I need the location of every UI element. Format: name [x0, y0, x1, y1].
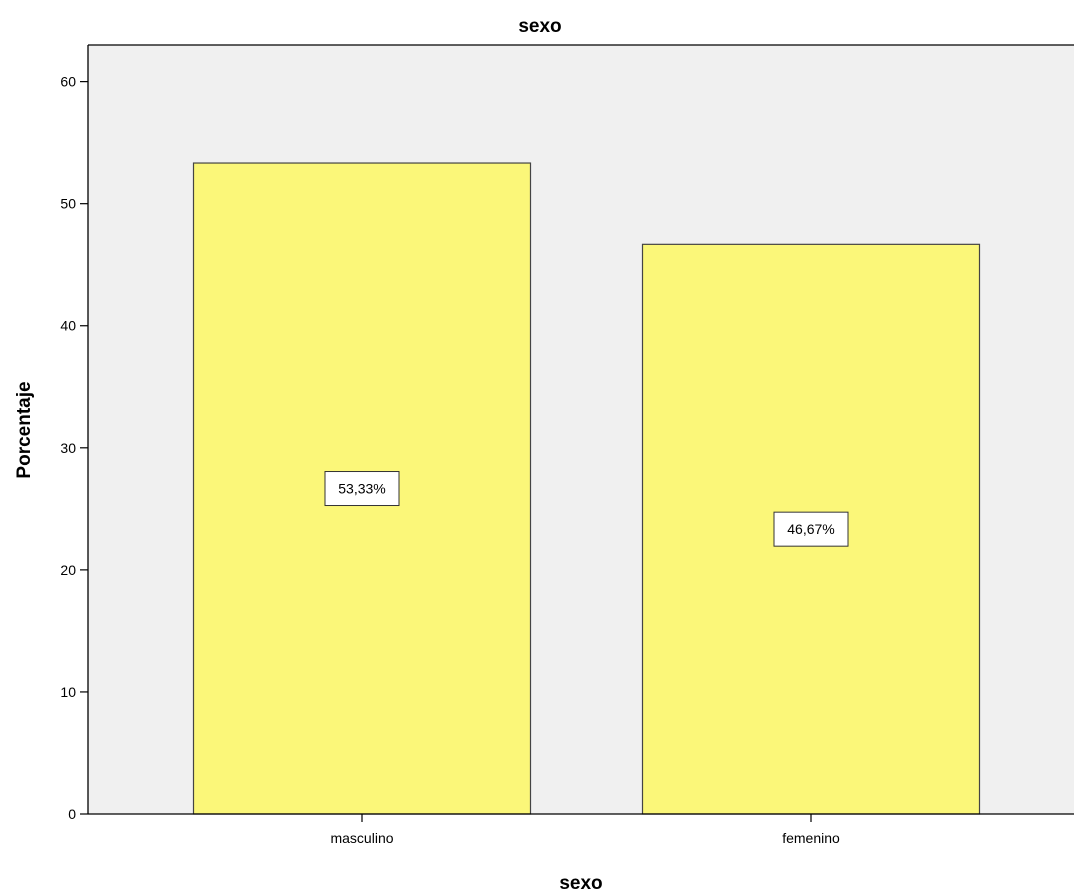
- data-label: 53,33%: [338, 481, 385, 497]
- y-tick-label: 60: [60, 74, 76, 90]
- y-tick-label: 0: [68, 806, 76, 822]
- y-ticks-layer: 0 10 20 30 40 50 60: [60, 74, 88, 822]
- x-ticks-layer: masculino femenino: [330, 814, 840, 846]
- data-label: 46,67%: [787, 521, 834, 537]
- y-tick-label: 10: [60, 684, 76, 700]
- x-tick-label: masculino: [330, 830, 393, 846]
- chart-title: sexo: [518, 16, 561, 37]
- y-tick-label: 50: [60, 196, 76, 212]
- y-tick-label: 20: [60, 562, 76, 578]
- data-labels-layer: 53,33% 46,67%: [324, 471, 849, 547]
- data-label-box: [773, 511, 849, 547]
- y-tick-label: 40: [60, 318, 76, 334]
- x-tick-label: femenino: [782, 830, 840, 846]
- y-axis-label: Porcentaje: [14, 381, 35, 478]
- x-axis-label: sexo: [559, 873, 602, 894]
- y-tick-label: 30: [60, 440, 76, 456]
- data-label-box: [324, 471, 400, 507]
